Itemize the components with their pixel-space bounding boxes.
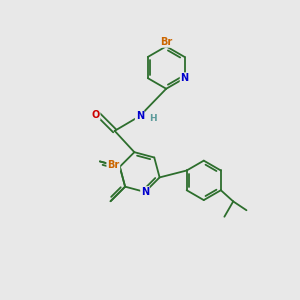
Text: H: H — [149, 114, 157, 123]
Text: N: N — [141, 187, 149, 197]
Text: O: O — [92, 110, 100, 120]
Text: N: N — [136, 111, 144, 121]
Text: Br: Br — [107, 160, 119, 170]
Text: Br: Br — [160, 37, 172, 47]
Text: N: N — [181, 73, 189, 83]
